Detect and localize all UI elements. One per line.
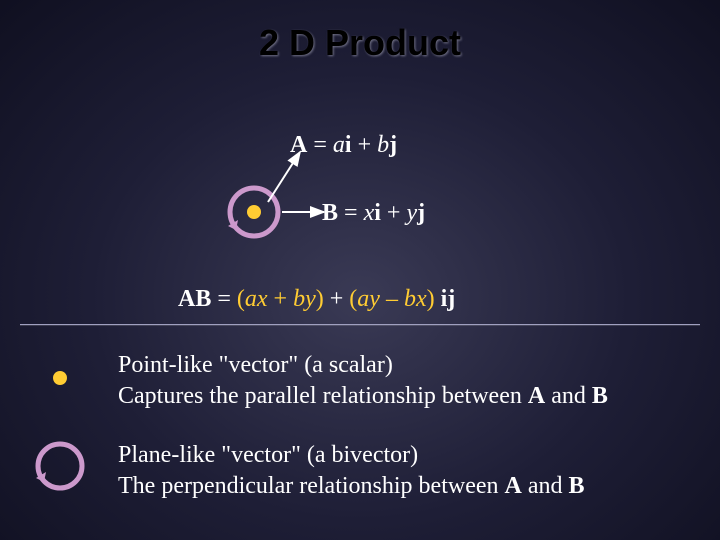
point-icon bbox=[10, 328, 110, 428]
slide-title: 2 D Product bbox=[0, 0, 720, 64]
legend-scalar-text: Point-like "vector" (a scalar)Captures t… bbox=[118, 350, 608, 412]
equation-b: B = xi + yj bbox=[322, 200, 425, 227]
divider-line bbox=[20, 324, 700, 325]
legend-bivector-text: Plane-like "vector" (a bivector)The perp… bbox=[118, 440, 585, 502]
equation-a: A = ai + bj bbox=[290, 132, 397, 159]
equation-ab: AB = (ax + by) + (ay – bx) ij bbox=[178, 286, 455, 313]
plane-icon bbox=[10, 416, 110, 516]
